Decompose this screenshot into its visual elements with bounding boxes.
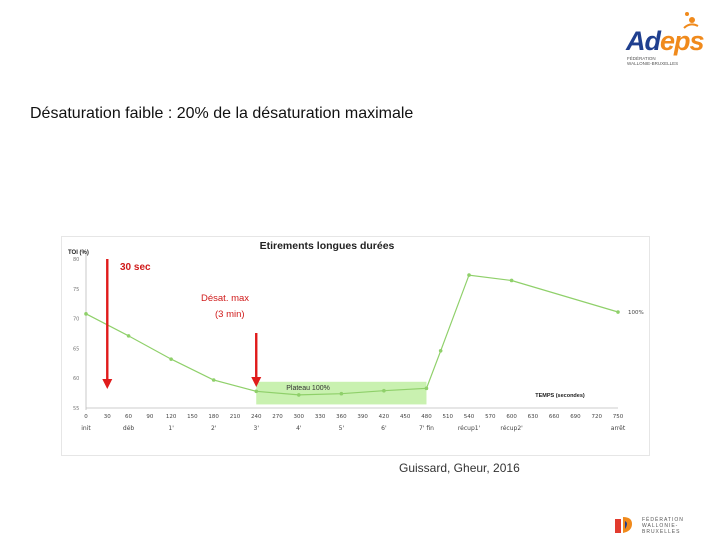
data-point (509, 278, 514, 283)
plateau-label: Plateau 100% (286, 385, 330, 392)
x-tick-label: 450 (400, 414, 411, 420)
x-axis-label: TEMPS (secondes) (535, 393, 585, 399)
x-tick-label: 180 (208, 414, 219, 420)
x-tick-label: 150 (187, 414, 198, 420)
y-axis-label: TOI (%) (68, 250, 89, 256)
adeps-logo: Adeps FÉDÉRATION WALLONIE-BRUXELLES (618, 8, 708, 70)
phase-label: récup1' (458, 425, 481, 432)
end-label: 100% (628, 310, 644, 316)
y-tick-label: 70 (73, 317, 79, 323)
data-point (616, 310, 620, 314)
x-tick-label: 510 (443, 414, 454, 420)
x-tick-label: 210 (230, 414, 241, 420)
data-point (254, 389, 259, 394)
x-tick-label: 420 (379, 414, 390, 420)
x-tick-label: 120 (166, 414, 177, 420)
phase-label: 7' fin (419, 425, 434, 432)
data-point (297, 393, 301, 397)
x-tick-label: 360 (336, 414, 347, 420)
phase-label: 4' (296, 425, 302, 432)
annotation-3-min: (3 min) (215, 309, 245, 320)
x-tick-label: 690 (570, 414, 581, 420)
x-tick-label: 300 (294, 414, 305, 420)
federation-text: FÉDÉRATION WALLONIE-BRUXELLES (642, 517, 684, 535)
y-tick-label: 65 (73, 346, 79, 352)
phase-label: init (81, 425, 91, 432)
data-point (424, 386, 429, 391)
phase-label: 6' (381, 425, 387, 432)
y-tick-label: 75 (73, 287, 79, 293)
chart-title: Etirements longues durées (260, 240, 395, 252)
x-tick-label: 750 (613, 414, 624, 420)
data-point (84, 312, 88, 316)
annotation-30-sec: 30 sec (120, 262, 151, 273)
x-tick-label: 240 (251, 414, 262, 420)
x-tick-label: 630 (528, 414, 539, 420)
slide-title: Désaturation faible : 20% de la désatura… (30, 105, 414, 122)
source-citation: Guissard, Gheur, 2016 (399, 461, 520, 475)
adeps-wordmark: Adeps (626, 26, 705, 56)
federation-mark-icon (615, 517, 632, 533)
phase-label: récup2' (500, 425, 523, 432)
data-point (339, 391, 344, 396)
x-tick-label: 90 (146, 414, 153, 420)
x-tick-label: 480 (421, 414, 432, 420)
phase-label: 5' (339, 425, 345, 432)
arrow-30-sec-head (102, 379, 113, 389)
x-tick-label: 660 (549, 414, 560, 420)
x-tick-label: 390 (357, 414, 368, 420)
x-tick-label: 600 (506, 414, 517, 420)
y-tick-label: 55 (73, 406, 79, 412)
chart-panel: Plateau 100% 55 60 65 70 75 80 TOI (%) 0 30 60 90 12… (61, 236, 650, 456)
phase-label: 2' (211, 425, 217, 432)
federation-logo: FÉDÉRATION WALLONIE-BRUXELLES (612, 515, 712, 535)
x-tick-label: 330 (315, 414, 326, 420)
x-tick-label: 60 (125, 414, 132, 420)
x-tick-label: 720 (591, 414, 602, 420)
arrow-desat-max-head (251, 377, 262, 387)
x-tick-label: 0 (84, 414, 88, 420)
adeps-tagline: FÉDÉRATION WALLONIE-BRUXELLES (627, 56, 679, 66)
x-tick-label: 540 (464, 414, 475, 420)
x-tick-label: 270 (272, 414, 283, 420)
data-point (169, 357, 173, 361)
phase-label: 3' (254, 425, 260, 432)
y-tick-label: 60 (73, 376, 79, 382)
data-point (467, 273, 471, 277)
x-tick-label: 30 (104, 414, 111, 420)
data-point (438, 348, 443, 353)
series-line (85, 274, 619, 396)
data-point (211, 378, 216, 382)
runner-icon (683, 12, 699, 29)
data-point (382, 388, 386, 393)
y-tick-label: 80 (73, 257, 79, 263)
phase-label: arrêt (611, 425, 626, 432)
x-tick-label: 570 (485, 414, 496, 420)
phase-label: 1' (168, 425, 174, 432)
phase-label: déb (123, 425, 135, 432)
data-point (126, 334, 131, 338)
annotation-desat-max: Désat. max (201, 293, 249, 304)
